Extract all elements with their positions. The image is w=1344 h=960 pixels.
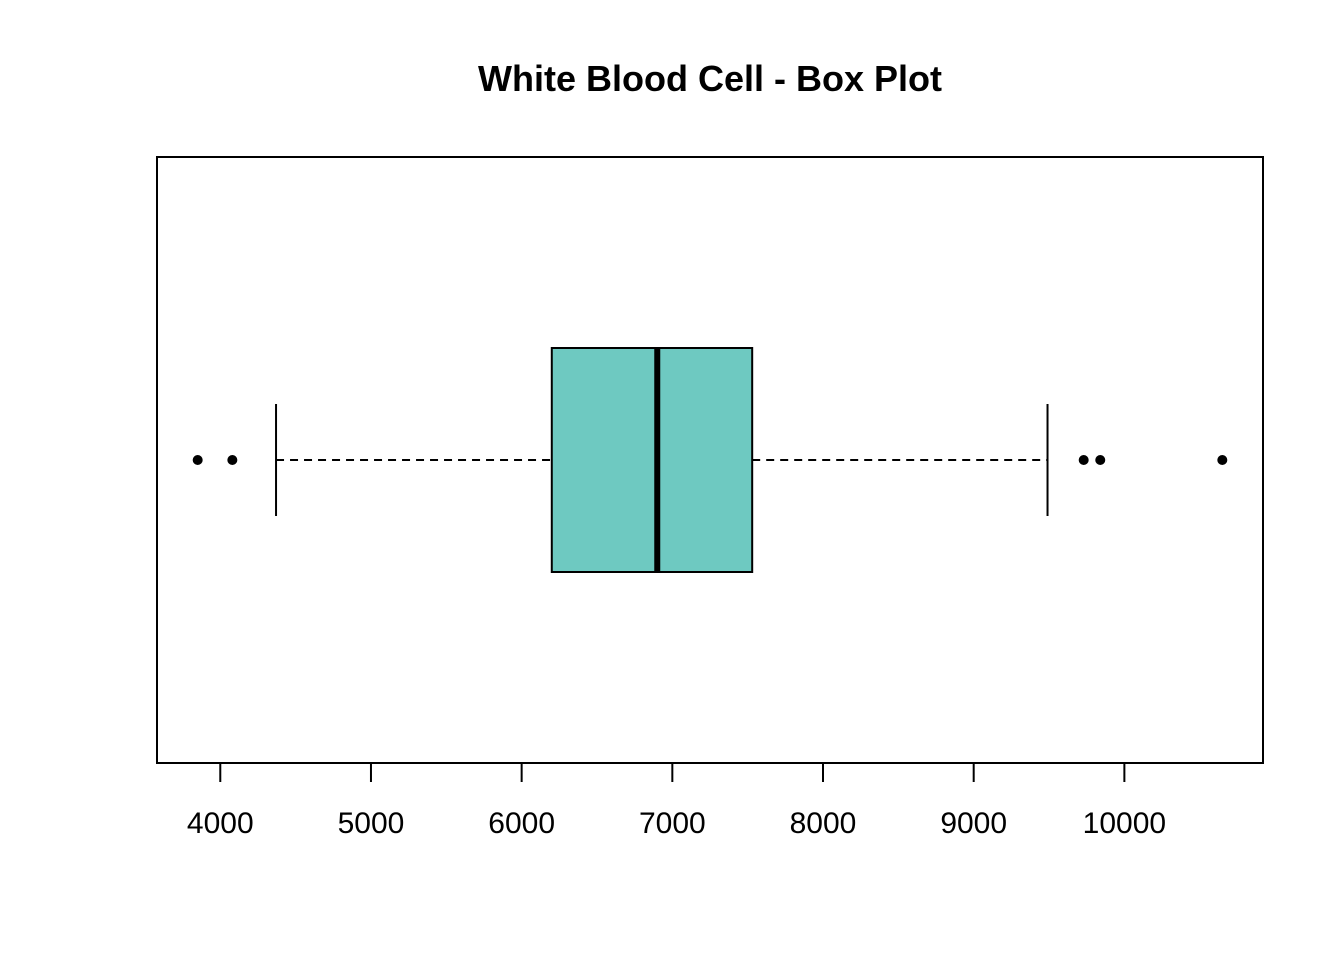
- outlier-point: [1217, 455, 1228, 465]
- x-tick-label: 6000: [488, 807, 555, 840]
- x-tick-label: 4000: [187, 807, 254, 840]
- outlier-point: [192, 455, 203, 465]
- x-tick-label: 10000: [1083, 807, 1166, 840]
- x-tick-label: 8000: [790, 807, 857, 840]
- chart-title: White Blood Cell - Box Plot: [478, 58, 942, 99]
- box-plot: [275, 347, 1049, 573]
- outlier-point: [1078, 455, 1089, 465]
- outlier-points: [192, 455, 1228, 465]
- outlier-point: [227, 455, 238, 465]
- outlier-point: [1095, 455, 1106, 465]
- x-tick-label: 9000: [940, 807, 1007, 840]
- iqr-box: [550, 347, 754, 573]
- x-tick-label: 5000: [338, 807, 405, 840]
- x-axis: 4000 5000 6000 7000 8000 9000 10000: [187, 762, 1166, 840]
- x-tick-label: 7000: [639, 807, 706, 840]
